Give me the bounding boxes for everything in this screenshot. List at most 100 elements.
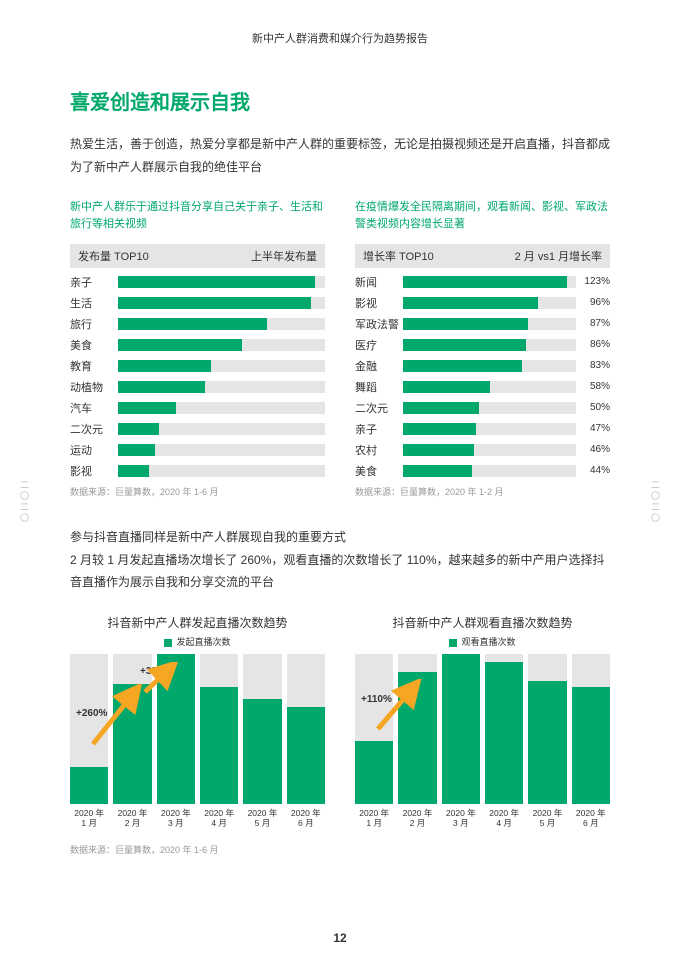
hbar-row: 舞蹈 58% [355, 379, 610, 395]
hbar-label: 影视 [355, 295, 403, 311]
hbar-row: 教育 [70, 358, 325, 374]
vbar-fg [398, 672, 436, 804]
hbar-label: 运动 [70, 442, 118, 458]
vbar-fg [200, 687, 238, 804]
hbar-value: 87% [576, 318, 610, 329]
hbar-label: 医疗 [355, 337, 403, 353]
right-vbar-chart: 抖音新中产人群观看直播次数趋势 观看直播次数 +110% 2020 年1 月20… [355, 614, 610, 828]
hbar-track [118, 465, 325, 477]
hbar-label: 亲子 [70, 274, 118, 290]
right-vbar-title: 抖音新中产人群观看直播次数趋势 [355, 614, 610, 631]
vbar-fg [485, 662, 523, 805]
vbar-xlabel: 2020 年5 月 [528, 808, 566, 828]
vbar-slot [355, 654, 393, 804]
hbar-track [403, 339, 576, 351]
left-vbar-legend: 发起直播次数 [70, 635, 325, 648]
mid-paragraph: 参与抖音直播同样是新中产人群展现自我的重要方式2 月较 1 月发起直播场次增长了… [70, 526, 610, 594]
vbar-xlabel: 2020 年4 月 [200, 808, 238, 828]
hbar-value: 47% [576, 423, 610, 434]
hbar-track [118, 444, 325, 456]
right-vbar-legend: 观看直播次数 [355, 635, 610, 648]
hbar-value: 96% [576, 297, 610, 308]
document-header: 新中产人群消费和媒介行为趋势报告 [70, 30, 610, 46]
hbar-fill [118, 318, 267, 330]
vbar-xlabel: 2020 年4 月 [485, 808, 523, 828]
vbar-xlabel: 2020 年2 月 [398, 808, 436, 828]
hbar-track [403, 318, 576, 330]
hbar-track [118, 339, 325, 351]
vbar-fg [157, 654, 195, 804]
hbar-label: 影视 [70, 463, 118, 479]
vbar-bg [200, 654, 238, 804]
hbar-row: 二次元 [70, 421, 325, 437]
left-chart-source: 数据来源：巨量算数，2020 年 1-6 月 [70, 485, 325, 498]
vbar-fg [572, 687, 610, 804]
hbar-fill [118, 402, 176, 414]
vbar-xlabel: 2020 年1 月 [70, 808, 108, 828]
vbar-slot [442, 654, 480, 804]
vbar-bg [243, 654, 281, 804]
hbar-row: 农村 46% [355, 442, 610, 458]
section-title: 喜爱创造和展示自我 [70, 86, 610, 115]
vbar-xlabel: 2020 年1 月 [355, 808, 393, 828]
right-legend-text: 观看直播次数 [461, 637, 515, 647]
hbar-row: 军政法警 87% [355, 316, 610, 332]
hbar-fill [118, 465, 149, 477]
vbar-fg [70, 767, 108, 805]
hbar-label: 舞蹈 [355, 379, 403, 395]
hbar-fill [118, 360, 211, 372]
hbar-track [403, 360, 576, 372]
vbar-fg [528, 681, 566, 804]
hbar-label: 动植物 [70, 379, 118, 395]
hbar-row: 运动 [70, 442, 325, 458]
hbar-fill [403, 381, 490, 393]
left-legend-text: 发起直播次数 [176, 637, 230, 647]
hbar-label: 新闻 [355, 274, 403, 290]
hbar-label: 亲子 [355, 421, 403, 437]
hbar-label: 军政法警 [355, 316, 403, 332]
hbar-label: 美食 [70, 337, 118, 353]
left-header-l: 发布量 TOP10 [78, 248, 149, 264]
right-chart-subtitle: 在疫情爆发全民隔离期间，观看新闻、影视、军政法警类视频内容增长显著 [355, 199, 610, 234]
hbar-fill [403, 444, 474, 456]
vbar-slot [200, 654, 238, 804]
vbar-slot [243, 654, 281, 804]
hbar-label: 美食 [355, 463, 403, 479]
hbar-row: 二次元 50% [355, 400, 610, 416]
hbar-value: 83% [576, 360, 610, 371]
hbar-row: 美食 44% [355, 463, 610, 479]
left-vbar-chart: 抖音新中产人群发起直播次数趋势 发起直播次数 +260% +32% 2020 年… [70, 614, 325, 828]
hbar-value: 50% [576, 402, 610, 413]
vbar-bg [485, 654, 523, 804]
hbar-row: 旅行 [70, 316, 325, 332]
right-header-l: 增长率 TOP10 [363, 248, 434, 264]
vbar-xlabel: 2020 年3 月 [442, 808, 480, 828]
hbar-row: 影视 96% [355, 295, 610, 311]
vbar-bg [157, 654, 195, 804]
hbar-row: 金融 83% [355, 358, 610, 374]
vbar-slot [398, 654, 436, 804]
right-header-r: 2 月 vs1 月增长率 [515, 248, 602, 264]
vbar-fg [243, 699, 281, 804]
vbar-xlabel: 2020 年5 月 [243, 808, 281, 828]
vbar-slot [113, 654, 151, 804]
vbar-fg [113, 684, 151, 804]
vbar-bg [572, 654, 610, 804]
hbar-fill [403, 297, 538, 309]
hbar-row: 亲子 [70, 274, 325, 290]
vbar-slot [485, 654, 523, 804]
side-marker-right: 二〇二〇 [649, 480, 662, 524]
vbar-bg [442, 654, 480, 804]
vbar-bg [528, 654, 566, 804]
vbar-bg [355, 654, 393, 804]
left-chart-header: 发布量 TOP10 上半年发布量 [70, 244, 325, 268]
hbar-track [403, 423, 576, 435]
right-chart-header: 增长率 TOP10 2 月 vs1 月增长率 [355, 244, 610, 268]
vbar-slot [70, 654, 108, 804]
hbar-fill [118, 339, 242, 351]
hbar-value: 46% [576, 444, 610, 455]
hbar-label: 农村 [355, 442, 403, 458]
vbar-slot [528, 654, 566, 804]
vbar-fg [442, 654, 480, 804]
hbar-label: 金融 [355, 358, 403, 374]
